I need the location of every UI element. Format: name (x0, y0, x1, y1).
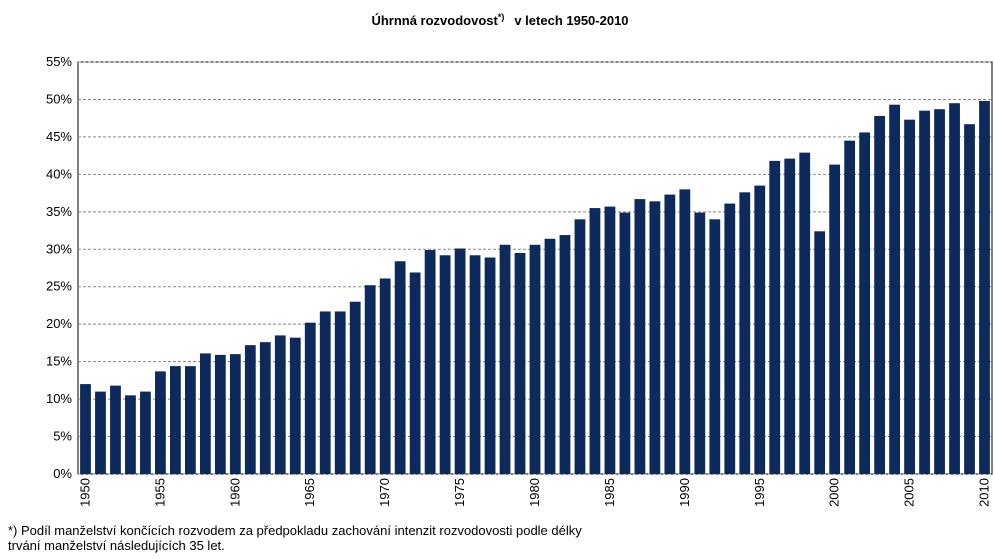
bar (319, 311, 331, 474)
bar (784, 158, 796, 474)
bar (229, 354, 241, 474)
bar (379, 278, 391, 474)
bar (664, 194, 676, 474)
bar (544, 238, 556, 474)
bar (649, 201, 661, 474)
x-tick-label: 2005 (902, 478, 917, 507)
x-tick-label: 1950 (77, 478, 92, 507)
y-tick-label: 30% (46, 241, 72, 256)
bar (80, 384, 91, 474)
bar (454, 248, 466, 474)
bar (334, 311, 346, 474)
bar (499, 244, 511, 474)
bar (514, 253, 526, 474)
bar (529, 244, 541, 474)
bar (604, 206, 616, 475)
x-tick-label: 1995 (752, 478, 767, 507)
bar (469, 255, 481, 474)
bar (949, 103, 960, 474)
y-tick-label: 40% (46, 166, 72, 181)
bar (274, 335, 286, 474)
bar (709, 219, 721, 474)
bar (244, 345, 256, 474)
y-tick-label: 0% (53, 466, 72, 481)
title-sup: *) (498, 12, 505, 22)
bar (184, 366, 196, 474)
bar (259, 342, 271, 474)
bar (754, 185, 766, 474)
bar (409, 272, 421, 474)
bar (559, 235, 571, 474)
y-tick-label: 35% (46, 204, 72, 219)
bar (619, 212, 631, 475)
y-tick-label: 45% (46, 129, 72, 144)
x-tick-label: 1985 (602, 478, 617, 507)
y-tick-label: 50% (46, 91, 72, 106)
y-tick-label: 15% (46, 354, 72, 369)
bar (439, 255, 451, 474)
x-tick-label: 1990 (677, 478, 692, 507)
bar (934, 109, 945, 475)
footnote: trvání manželství následujících 35 let. (8, 538, 225, 553)
bar (814, 231, 826, 474)
bar (349, 301, 361, 474)
x-tick-label: 1960 (227, 478, 242, 507)
bar (214, 354, 226, 474)
bar (125, 395, 136, 474)
x-tick-label: 2010 (977, 478, 992, 507)
x-tick-label: 1975 (452, 478, 467, 507)
x-tick-label: 1955 (152, 478, 167, 507)
x-tick-label: 1970 (377, 478, 392, 507)
bar (110, 385, 121, 474)
y-tick-label: 10% (46, 391, 72, 406)
bar (844, 140, 856, 474)
x-tick-label: 1965 (302, 478, 317, 507)
bar (589, 208, 601, 474)
bar (769, 160, 781, 474)
chart-title: Úhrnná rozvodovost*) v letech 1950-2010 (371, 12, 628, 28)
bar (424, 250, 436, 474)
title-main: Úhrnná rozvodovost (371, 13, 498, 28)
bar (964, 124, 975, 474)
bar (799, 152, 811, 474)
bar (140, 391, 151, 474)
bar (634, 199, 646, 475)
bar (394, 261, 406, 474)
bar (829, 164, 841, 474)
bar (169, 366, 181, 474)
bar (694, 212, 706, 475)
bar (364, 285, 376, 474)
bar (739, 192, 751, 475)
bar (919, 110, 930, 474)
bar (724, 203, 736, 474)
y-tick-label: 5% (53, 429, 72, 444)
bar (874, 115, 886, 475)
bar (859, 132, 871, 474)
bar (289, 337, 301, 474)
footnote: *) Podíl manželství končících rozvodem z… (8, 523, 582, 538)
bar (979, 100, 990, 474)
bar (574, 219, 586, 474)
bar (304, 322, 316, 474)
bar (155, 371, 166, 474)
bar (889, 104, 901, 474)
x-tick-label: 2000 (827, 478, 842, 507)
y-tick-label: 20% (46, 316, 72, 331)
bar (904, 119, 915, 475)
title-rest: v letech 1950-2010 (514, 13, 628, 28)
bar (679, 189, 691, 474)
y-tick-label: 55% (46, 54, 72, 69)
bar (95, 391, 106, 474)
bar (484, 257, 496, 474)
bar (199, 353, 211, 474)
x-tick-label: 1980 (527, 478, 542, 507)
y-tick-label: 25% (46, 279, 72, 294)
